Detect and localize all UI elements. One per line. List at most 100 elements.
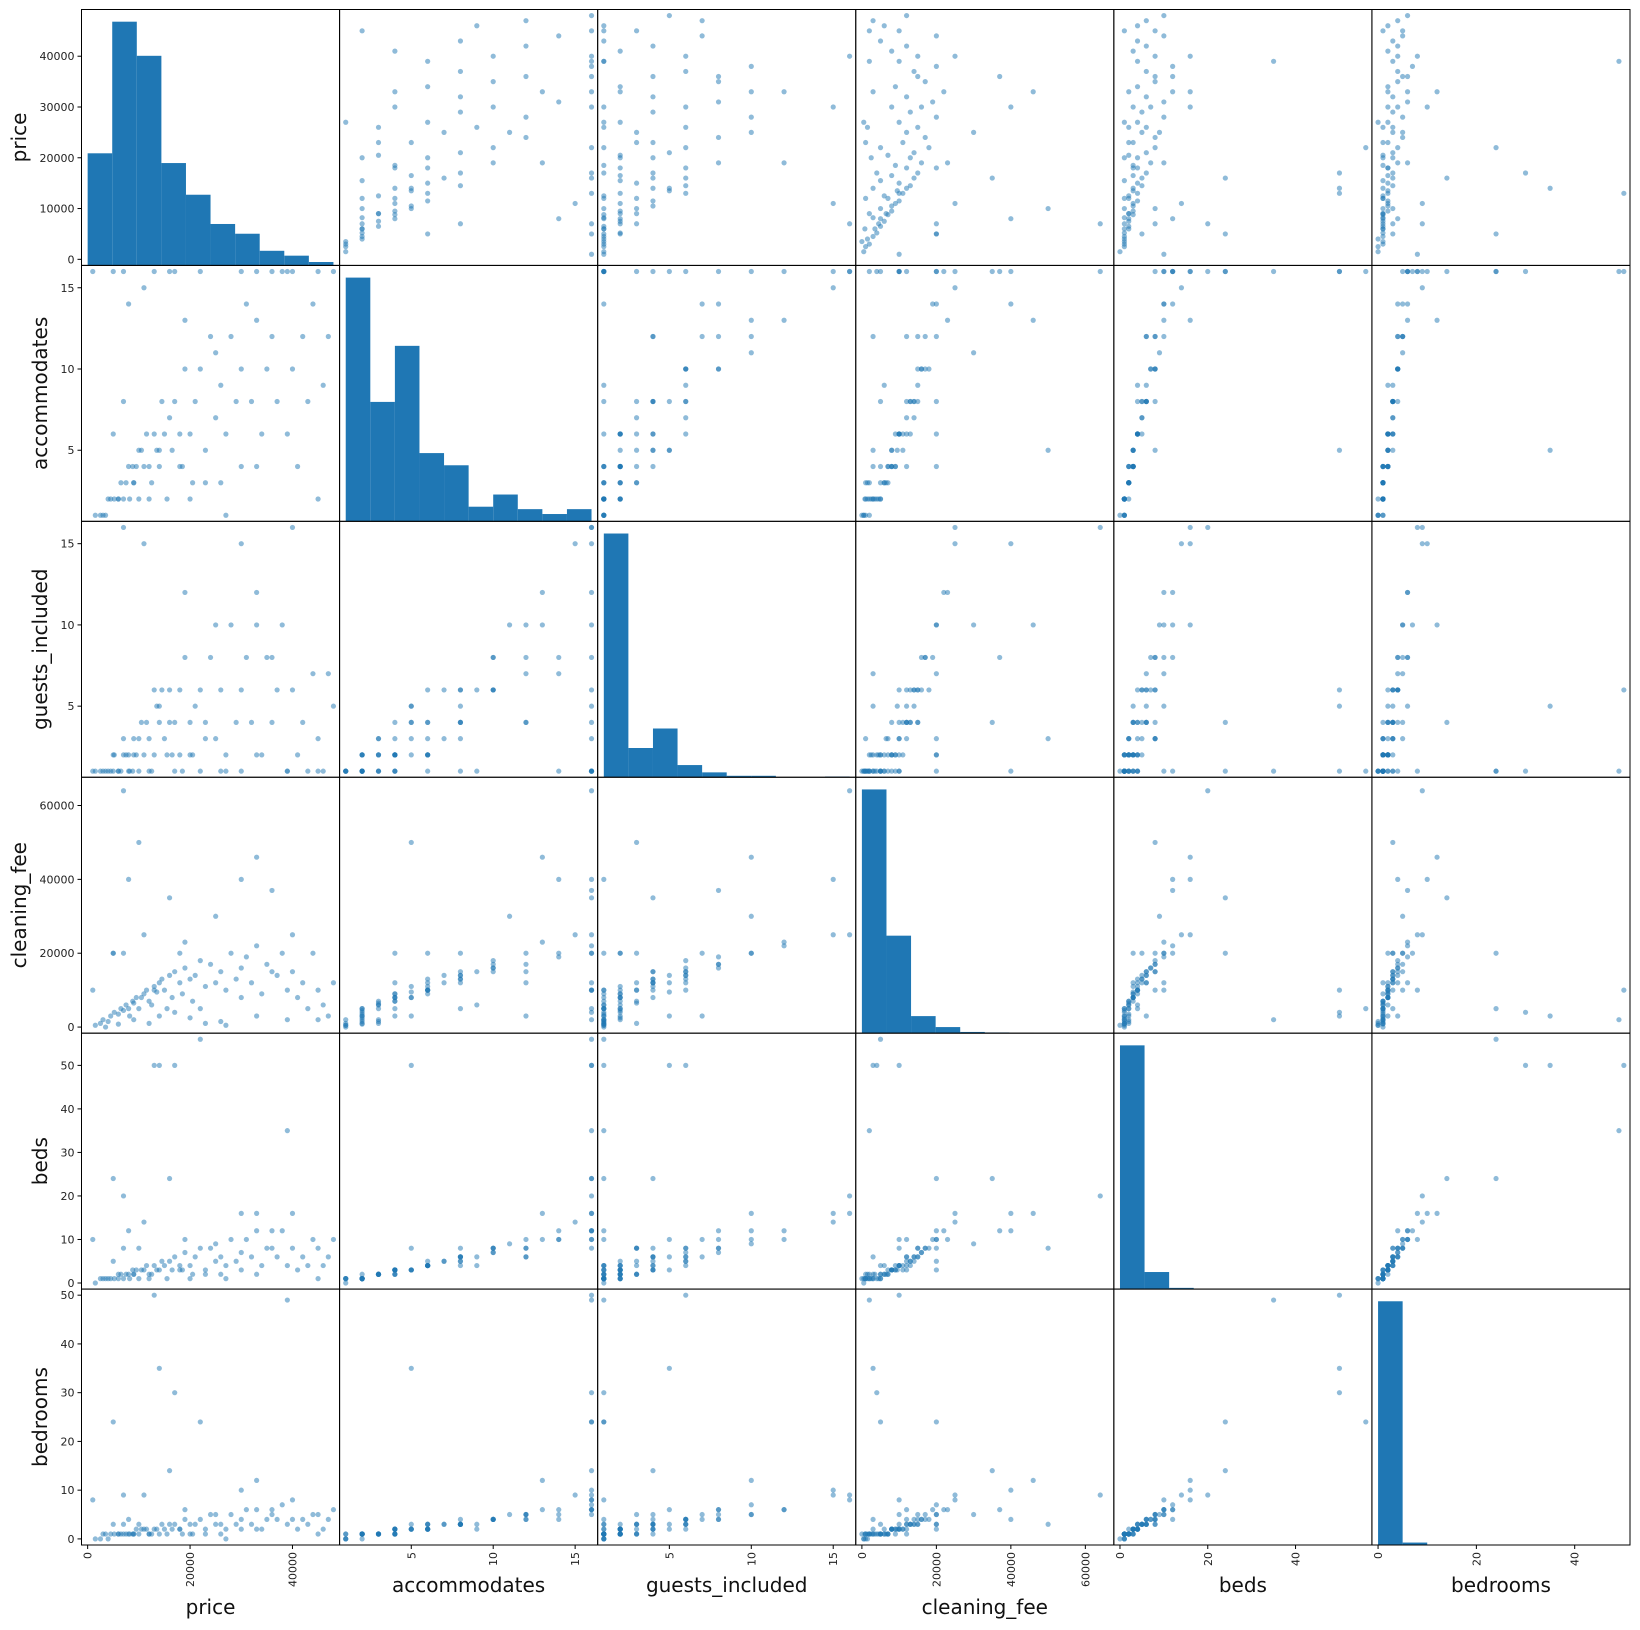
scatter-point	[425, 983, 431, 990]
scatter-point	[1222, 268, 1228, 275]
y-tick-label: 60000	[40, 800, 75, 813]
scatter-point	[1414, 251, 1420, 257]
scatter-point	[915, 1516, 921, 1523]
scatter-point	[1097, 1492, 1103, 1498]
scatter-point	[269, 1511, 275, 1518]
scatter-point	[933, 333, 939, 340]
scatter-point	[1404, 317, 1411, 323]
scatter-point	[1152, 205, 1158, 212]
scatter-point	[1045, 736, 1051, 742]
scatter-point	[1161, 301, 1167, 307]
scatter-point	[617, 200, 623, 207]
scatter-point	[864, 1536, 871, 1542]
scatter-point	[105, 496, 111, 502]
scatter-point	[601, 1002, 607, 1008]
hist-bar	[185, 194, 211, 266]
scatter-point	[889, 1526, 895, 1532]
cell-cleaning_fee-vs-accommodates	[343, 788, 595, 1030]
scatter-point	[889, 752, 895, 758]
scatter-point	[274, 1254, 280, 1260]
scatter-point	[588, 1511, 595, 1518]
scatter-point	[375, 752, 382, 758]
scatter-point	[1390, 155, 1396, 161]
scatter-point	[885, 1267, 891, 1273]
scatter-point	[1126, 1526, 1132, 1532]
scatter-point	[1424, 541, 1430, 547]
scatter-point	[441, 175, 447, 181]
cell-frame	[81, 520, 341, 778]
scatter-point	[1143, 382, 1149, 388]
cell-bedrooms-vs-bedrooms	[1378, 1301, 1428, 1545]
scatter-point	[164, 1276, 170, 1282]
scatter-point	[151, 687, 157, 693]
cell-frame	[1113, 264, 1373, 522]
hist-bar	[702, 772, 727, 778]
scatter-point	[601, 226, 607, 232]
scatter-point	[633, 1521, 640, 1527]
scatter-point	[911, 1258, 917, 1264]
scatter-point	[903, 1507, 910, 1513]
scatter-point	[601, 463, 607, 470]
scatter-point	[457, 1521, 464, 1527]
scatter-point	[197, 1516, 203, 1523]
scatter-point	[156, 463, 162, 470]
scatter-point	[274, 687, 280, 693]
scatter-point	[192, 398, 198, 405]
scatter-point	[474, 768, 480, 774]
scatter-point	[1152, 366, 1158, 372]
scatter-point	[100, 1017, 106, 1023]
scatter-point	[1008, 216, 1014, 222]
scatter-point	[254, 854, 260, 860]
scatter-point	[556, 33, 562, 39]
scatter-point	[392, 185, 398, 191]
scatter-point	[243, 954, 249, 960]
scatter-point	[915, 366, 921, 372]
scatter-point	[1008, 768, 1014, 774]
scatter-point	[633, 1258, 640, 1264]
scatter-point	[900, 1262, 906, 1269]
scatter-point	[588, 1128, 595, 1134]
scatter-point	[1134, 687, 1141, 693]
y-tick-label: 30000	[40, 101, 75, 114]
scatter-point	[425, 950, 431, 956]
scatter-point	[1161, 1497, 1167, 1503]
scatter-point	[1130, 980, 1136, 986]
scatter-point	[1395, 972, 1401, 978]
cell-bedrooms-vs-guests_included	[601, 1292, 853, 1542]
scatter-point	[933, 1258, 939, 1264]
scatter-point	[1126, 1531, 1132, 1537]
scatter-point	[223, 1276, 229, 1282]
scatter-point	[274, 972, 280, 978]
scatter-point	[1414, 1210, 1420, 1216]
scatter-point	[952, 285, 958, 291]
scatter-point	[284, 1521, 290, 1527]
scatter-point	[1390, 987, 1396, 993]
x-tick-label: 40000	[286, 1552, 299, 1587]
scatter-point	[457, 1262, 464, 1269]
scatter-point	[375, 1006, 382, 1012]
scatter-point	[1424, 268, 1430, 275]
scatter-point	[1130, 463, 1136, 470]
scatter-point	[343, 1022, 349, 1028]
scatter-point	[892, 84, 899, 90]
scatter-point	[1336, 268, 1343, 275]
scatter-point	[1385, 119, 1391, 125]
scatter-point	[650, 983, 656, 990]
scatter-point	[1424, 104, 1430, 110]
scatter-point	[1385, 752, 1391, 758]
scatter-point	[131, 1017, 137, 1023]
scatter-point	[863, 480, 869, 486]
scatter-point	[885, 1271, 891, 1277]
scatter-point	[881, 752, 887, 758]
scatter-point	[588, 687, 595, 693]
y-tick-label: 10	[61, 619, 75, 632]
scatter-point	[539, 89, 545, 95]
scatter-point	[926, 145, 932, 151]
scatter-point	[425, 976, 431, 982]
scatter-point	[588, 1006, 595, 1012]
scatter-point	[1390, 129, 1396, 135]
scatter-point	[715, 1249, 722, 1256]
scatter-point	[1270, 1297, 1277, 1303]
scatter-point	[1161, 987, 1167, 993]
scatter-point	[885, 152, 891, 158]
